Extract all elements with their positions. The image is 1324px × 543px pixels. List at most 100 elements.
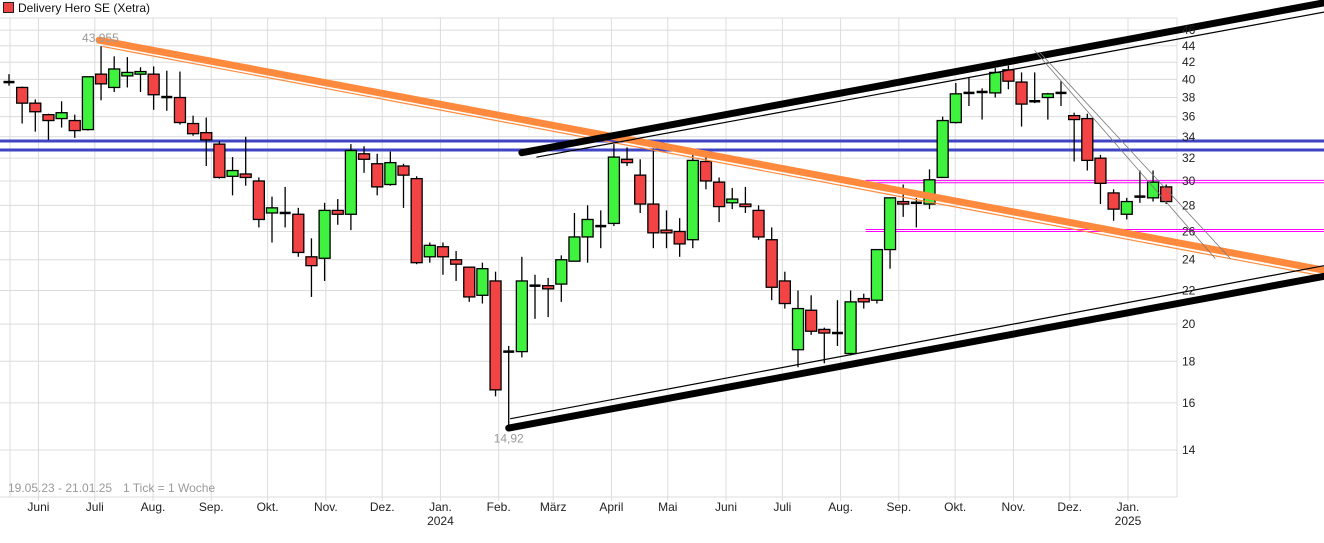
candle	[595, 210, 607, 249]
candle-body-down	[712, 181, 726, 208]
candle	[305, 238, 318, 297]
candle	[200, 117, 213, 166]
candle	[489, 271, 502, 397]
y-tick-label: 18	[1182, 354, 1196, 368]
candle-body-down	[94, 73, 108, 85]
candle	[857, 293, 870, 309]
candle	[686, 154, 699, 249]
candle	[1094, 154, 1107, 205]
candle	[331, 199, 344, 225]
candle	[1029, 72, 1041, 104]
interval-label: 1 Tick = 1 Woche	[123, 481, 215, 495]
candle-body-up	[949, 93, 962, 124]
y-tick-label: 24	[1182, 253, 1196, 267]
candle-body-down	[647, 203, 660, 234]
x-tick-label: Juni	[27, 500, 49, 514]
candle	[1120, 197, 1133, 220]
x-tick-label: Juni	[715, 500, 737, 514]
candle-body-down	[489, 280, 502, 391]
candle-body-down	[410, 177, 423, 264]
y-tick-label: 42	[1182, 55, 1196, 69]
y-axis: 14 16 18 20 22 24 26 28 30 32 34 36 38 40 42 44 46	[1182, 23, 1196, 457]
candle	[147, 66, 160, 110]
candle	[252, 177, 266, 228]
candle-body-down	[634, 174, 647, 205]
x-tick-label: Jan.	[429, 500, 452, 514]
candle	[739, 186, 752, 213]
candle-body-up	[81, 76, 95, 131]
candle-body-down	[1068, 114, 1081, 121]
candle	[699, 155, 713, 190]
candle-body-down	[1081, 117, 1094, 162]
candle-body-down	[292, 213, 305, 254]
y-tick-label: 14	[1182, 443, 1196, 457]
x-tick-label: Sep.	[886, 500, 911, 514]
trend-lines	[95, 0, 1324, 432]
x-tick-label: März	[540, 500, 567, 514]
candle	[1041, 92, 1054, 120]
candle-body-down	[778, 280, 791, 305]
candle	[910, 197, 922, 228]
candle	[503, 345, 515, 428]
high-label: 43,955	[82, 31, 119, 45]
candle-body-down	[620, 158, 634, 164]
candle	[397, 163, 410, 208]
candle	[1068, 112, 1081, 162]
candle-body-down	[331, 209, 344, 215]
candles	[3, 46, 1173, 428]
trend-line	[536, 11, 1324, 158]
candle	[765, 227, 778, 301]
candle-body-up	[686, 159, 699, 241]
candle-body-down	[371, 163, 384, 188]
candle-body-down	[765, 239, 778, 288]
candle	[673, 218, 686, 257]
candle-body-up	[870, 248, 884, 301]
candle-body-down	[200, 132, 213, 141]
trend-line	[505, 272, 1324, 432]
candle-body-up	[55, 112, 68, 120]
candle-body-up	[1041, 93, 1054, 99]
candle-body-down	[357, 153, 371, 160]
candle	[1134, 170, 1146, 203]
candle	[844, 290, 857, 356]
candle-body-down	[213, 143, 226, 179]
candle	[647, 148, 660, 249]
candle	[344, 144, 358, 231]
candle	[213, 140, 226, 179]
candle	[949, 82, 962, 124]
x-tick-label: Okt.	[944, 500, 966, 514]
candle	[778, 271, 791, 309]
legend-label: Delivery Hero SE (Xetra)	[18, 0, 151, 15]
y-tick-label: 26	[1182, 224, 1196, 238]
candle	[976, 88, 988, 120]
candle	[226, 157, 239, 196]
candle	[55, 101, 68, 128]
candle	[186, 115, 200, 136]
x-tick-label: Juli	[773, 500, 791, 514]
candle-body-down	[463, 266, 476, 298]
low-label: 14,92	[494, 432, 524, 446]
candle	[292, 207, 305, 257]
candle	[581, 205, 594, 263]
y-tick-label: 36	[1182, 110, 1196, 124]
y-tick-label: 28	[1182, 198, 1196, 212]
candle	[410, 176, 423, 265]
candle	[1081, 113, 1094, 171]
candle	[1146, 170, 1160, 202]
candle	[68, 114, 81, 138]
candle-body-up	[121, 71, 134, 77]
candle	[515, 256, 528, 358]
candle	[173, 71, 187, 125]
candle	[620, 147, 634, 166]
candle-body-down	[739, 203, 752, 208]
y-tick-label: 22	[1182, 283, 1196, 297]
candle-body-up	[108, 68, 121, 89]
candle	[15, 86, 29, 124]
candle	[634, 159, 647, 213]
candle-body-down	[252, 180, 266, 221]
candle	[279, 186, 291, 228]
candle-body-down	[397, 165, 410, 176]
candle-body-down	[818, 328, 831, 334]
x-tick-label: Mai	[658, 500, 677, 514]
